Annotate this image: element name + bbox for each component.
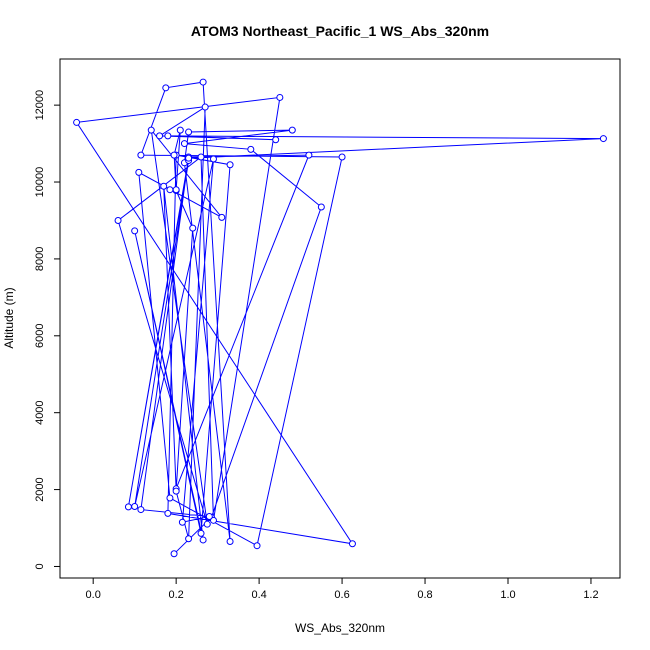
data-point <box>203 520 211 528</box>
data-point <box>288 126 296 134</box>
x-axis-label: WS_Abs_320nm <box>295 621 385 635</box>
data-point <box>599 135 607 143</box>
data-point <box>164 132 172 140</box>
data-point <box>226 537 234 545</box>
x-tick-label: 0.2 <box>168 589 183 601</box>
data-point <box>147 126 155 134</box>
data-point <box>160 182 168 190</box>
data-point <box>135 168 143 176</box>
data-point <box>272 136 280 144</box>
y-tick-label: 6000 <box>34 324 46 348</box>
data-point <box>197 529 205 537</box>
y-tick-label: 12000 <box>34 90 46 121</box>
data-point <box>201 103 209 111</box>
data-point <box>170 550 178 558</box>
data-point <box>180 140 188 148</box>
data-point <box>114 216 122 224</box>
data-point <box>253 542 261 550</box>
data-point <box>199 78 207 86</box>
data-point <box>276 93 284 101</box>
data-point <box>137 506 145 514</box>
data-point <box>172 487 180 495</box>
y-tick-label: 2000 <box>34 477 46 501</box>
y-tick-label: 4000 <box>34 400 46 424</box>
x-tick-label: 1.0 <box>500 589 515 601</box>
data-point <box>205 512 213 520</box>
data-point <box>226 161 234 169</box>
data-point <box>189 224 197 232</box>
data-point <box>338 153 346 161</box>
x-tick-label: 0.4 <box>251 589 266 601</box>
data-point <box>348 540 356 548</box>
data-point <box>209 155 217 163</box>
data-point <box>164 509 172 517</box>
x-axis: 0.0 0.2 0.4 0.6 0.8 1.0 1.2 <box>86 578 599 601</box>
data-point <box>170 151 178 159</box>
plot-frame <box>59 58 621 579</box>
data-point <box>131 502 139 510</box>
data-point <box>185 128 193 136</box>
data-point <box>197 153 205 161</box>
data-point <box>185 154 193 162</box>
y-axis: 0 2000 4000 6000 8000 10000 12000 <box>34 90 60 570</box>
data-point <box>178 518 186 526</box>
x-tick-label: 0.8 <box>417 589 432 601</box>
y-axis-label: Altitude (m) <box>2 287 16 348</box>
data-point <box>137 151 145 159</box>
data-point <box>172 186 180 194</box>
data-point <box>209 516 217 524</box>
y-tick-label: 8000 <box>34 247 46 271</box>
data-point <box>317 203 325 211</box>
data-point <box>247 145 255 153</box>
data-point <box>131 227 139 235</box>
data-point <box>124 503 132 511</box>
series-group <box>73 78 607 558</box>
y-tick-label: 10000 <box>34 167 46 198</box>
data-point <box>176 126 184 134</box>
chart-title: ATOM3 Northeast_Pacific_1 WS_Abs_320nm <box>191 23 489 39</box>
data-point <box>166 494 174 502</box>
x-tick-label: 0.0 <box>86 589 101 601</box>
data-point <box>218 213 226 221</box>
data-point <box>305 151 313 159</box>
x-tick-label: 1.2 <box>583 589 598 601</box>
data-point <box>156 132 164 140</box>
data-point <box>73 118 81 126</box>
data-point <box>199 536 207 544</box>
x-tick-label: 0.6 <box>334 589 349 601</box>
data-point <box>166 186 174 194</box>
data-point <box>185 535 193 543</box>
series-line <box>75 81 604 555</box>
y-tick-label: 0 <box>34 563 46 569</box>
data-point <box>162 84 170 92</box>
